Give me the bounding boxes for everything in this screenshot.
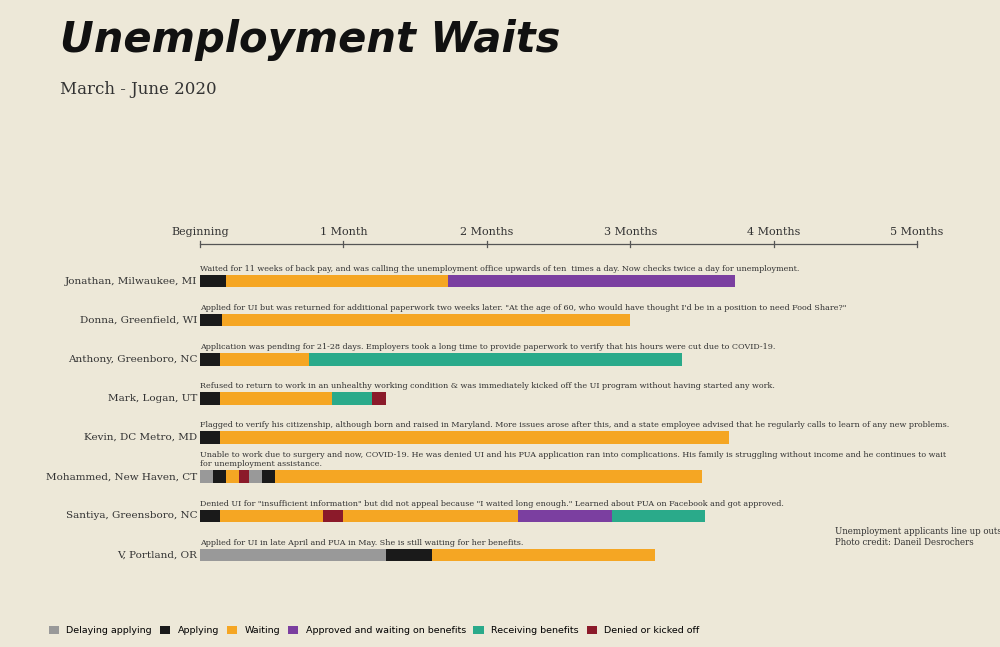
FancyBboxPatch shape bbox=[275, 470, 702, 483]
Text: Mark, Logan, UT: Mark, Logan, UT bbox=[108, 394, 197, 403]
Text: Flagged to verify his citizenship, although born and raised in Maryland. More is: Flagged to verify his citizenship, altho… bbox=[200, 421, 949, 430]
FancyBboxPatch shape bbox=[448, 275, 735, 287]
FancyBboxPatch shape bbox=[262, 470, 275, 483]
FancyBboxPatch shape bbox=[386, 549, 432, 561]
FancyBboxPatch shape bbox=[372, 392, 386, 404]
Text: Denied UI for "insufficient information" but did not appeal because "I waited lo: Denied UI for "insufficient information"… bbox=[200, 499, 784, 508]
FancyBboxPatch shape bbox=[309, 353, 682, 366]
FancyBboxPatch shape bbox=[226, 470, 239, 483]
FancyBboxPatch shape bbox=[226, 275, 448, 287]
Text: March - June 2020: March - June 2020 bbox=[60, 81, 217, 98]
FancyBboxPatch shape bbox=[220, 392, 332, 404]
FancyBboxPatch shape bbox=[200, 314, 222, 327]
Text: Anthony, Greenboro, NC: Anthony, Greenboro, NC bbox=[68, 355, 197, 364]
FancyBboxPatch shape bbox=[323, 510, 343, 522]
FancyBboxPatch shape bbox=[200, 510, 220, 522]
FancyBboxPatch shape bbox=[200, 470, 213, 483]
Text: 2 Months: 2 Months bbox=[460, 227, 513, 237]
FancyBboxPatch shape bbox=[332, 392, 372, 404]
FancyBboxPatch shape bbox=[612, 510, 705, 522]
Text: Unemployment applicants line up outside KY Capitol.
Photo credit: Daneil Desroch: Unemployment applicants line up outside … bbox=[835, 527, 1000, 547]
Text: 3 Months: 3 Months bbox=[604, 227, 657, 237]
Text: 4 Months: 4 Months bbox=[747, 227, 800, 237]
Text: Applied for UI but was returned for additional paperwork two weeks later. "At th: Applied for UI but was returned for addi… bbox=[200, 304, 846, 312]
Text: V, Portland, OR: V, Portland, OR bbox=[117, 551, 197, 560]
Text: Mohammed, New Haven, CT: Mohammed, New Haven, CT bbox=[46, 472, 197, 481]
Text: Waited for 11 weeks of back pay, and was calling the unemployment office upwards: Waited for 11 weeks of back pay, and was… bbox=[200, 265, 799, 273]
FancyBboxPatch shape bbox=[200, 353, 220, 366]
Legend: Delaying applying, Applying, Waiting, Approved and waiting on benefits, Receivin: Delaying applying, Applying, Waiting, Ap… bbox=[45, 622, 703, 639]
Text: Jonathan, Milwaukee, MI: Jonathan, Milwaukee, MI bbox=[65, 276, 197, 285]
FancyBboxPatch shape bbox=[220, 432, 729, 444]
FancyBboxPatch shape bbox=[200, 392, 220, 404]
Text: Applied for UI in late April and PUA in May. She is still waiting for her benefi: Applied for UI in late April and PUA in … bbox=[200, 539, 523, 547]
FancyBboxPatch shape bbox=[432, 549, 655, 561]
FancyBboxPatch shape bbox=[200, 549, 386, 561]
FancyBboxPatch shape bbox=[200, 275, 226, 287]
Text: Beginning: Beginning bbox=[171, 227, 229, 237]
Text: Santiya, Greensboro, NC: Santiya, Greensboro, NC bbox=[66, 511, 197, 520]
FancyBboxPatch shape bbox=[343, 510, 518, 522]
FancyBboxPatch shape bbox=[213, 470, 226, 483]
FancyBboxPatch shape bbox=[518, 510, 612, 522]
FancyBboxPatch shape bbox=[239, 470, 249, 483]
Text: Unemployment Waits: Unemployment Waits bbox=[60, 19, 560, 61]
FancyBboxPatch shape bbox=[200, 432, 220, 444]
Text: Kevin, DC Metro, MD: Kevin, DC Metro, MD bbox=[84, 433, 197, 442]
Text: Unable to work due to surgery and now, COVID-19. He was denied UI and his PUA ap: Unable to work due to surgery and now, C… bbox=[200, 451, 946, 468]
Text: Refused to return to work in an unhealthy working condition & was immediately ki: Refused to return to work in an unhealth… bbox=[200, 382, 775, 390]
FancyBboxPatch shape bbox=[220, 353, 309, 366]
Text: Donna, Greenfield, WI: Donna, Greenfield, WI bbox=[80, 316, 197, 325]
Text: 1 Month: 1 Month bbox=[320, 227, 367, 237]
FancyBboxPatch shape bbox=[249, 470, 262, 483]
FancyBboxPatch shape bbox=[222, 314, 630, 327]
Text: 5 Months: 5 Months bbox=[890, 227, 944, 237]
FancyBboxPatch shape bbox=[220, 510, 323, 522]
Text: Application was pending for 21-28 days. Employers took a long time to provide pa: Application was pending for 21-28 days. … bbox=[200, 343, 775, 351]
